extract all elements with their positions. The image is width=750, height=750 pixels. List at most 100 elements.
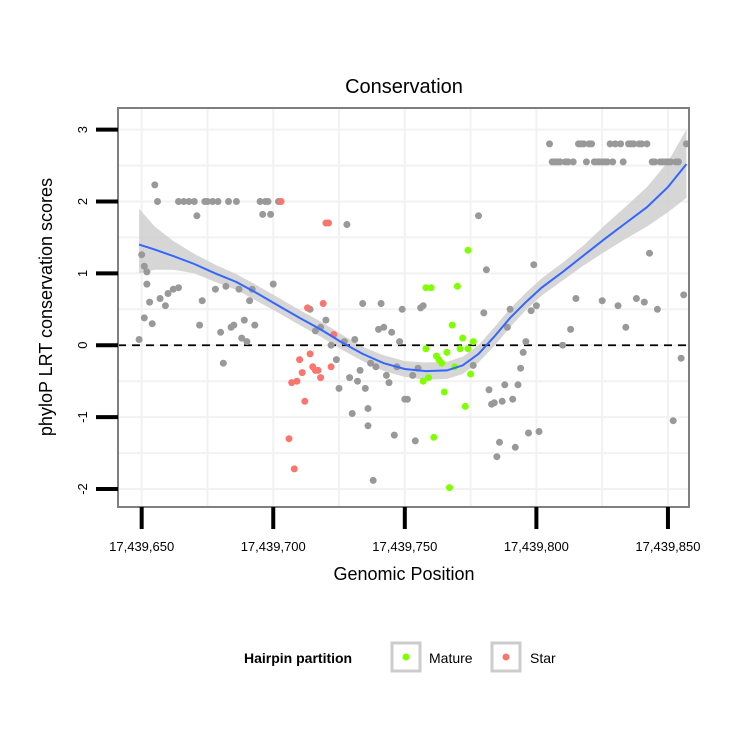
point-other	[164, 290, 172, 297]
point-other	[146, 298, 154, 306]
point-other	[332, 356, 340, 364]
y-tick-label: 3	[75, 126, 90, 133]
series-mature	[419, 246, 477, 492]
point-other	[677, 354, 685, 362]
point-other	[651, 158, 659, 166]
point-other	[240, 316, 248, 324]
point-other	[630, 140, 638, 148]
point-mature	[430, 433, 438, 441]
point-other	[588, 140, 596, 148]
point-other	[469, 361, 477, 369]
chart-title: Conservation	[345, 76, 463, 98]
x-tick-label: 17,439,700	[241, 539, 306, 554]
smooth-layer	[138, 163, 688, 373]
point-other	[364, 405, 372, 412]
point-other	[193, 212, 201, 220]
point-other	[217, 328, 225, 336]
y-axis-title: phyloP LRT conservation scores	[36, 178, 56, 436]
point-other	[511, 443, 519, 451]
point-other	[638, 140, 646, 148]
point-other	[204, 198, 211, 205]
point-other	[419, 302, 427, 310]
point-other	[640, 298, 648, 306]
x-axis: 17,439,650 17,439,700 17,439,750 17,439,800…	[109, 507, 700, 554]
point-star	[301, 397, 309, 405]
point-other	[180, 198, 188, 205]
point-other	[348, 410, 356, 417]
point-other	[143, 268, 151, 276]
point-other	[382, 371, 390, 379]
point-other	[503, 323, 511, 331]
point-other	[238, 334, 246, 342]
point-other	[140, 262, 148, 270]
point-other	[375, 325, 382, 333]
point-other	[385, 379, 393, 387]
x-tick-label: 17,439,800	[504, 539, 569, 554]
point-other	[535, 428, 543, 435]
point-mature	[448, 321, 456, 329]
point-other	[480, 309, 488, 317]
point-star	[298, 369, 306, 377]
point-mature	[446, 484, 453, 492]
point-other	[196, 321, 204, 329]
y-tick-label: 1	[75, 270, 90, 277]
point-other	[527, 307, 535, 315]
point-other	[667, 158, 675, 166]
point-other	[209, 198, 217, 205]
point-other	[609, 158, 617, 166]
point-other	[409, 371, 417, 379]
point-mature	[419, 377, 427, 385]
point-mature	[469, 338, 477, 346]
point-star	[304, 304, 311, 312]
point-other	[680, 291, 688, 299]
point-other	[606, 140, 614, 148]
series-other	[135, 140, 690, 484]
x-tick-label: 17,439,850	[635, 539, 700, 554]
point-other	[259, 210, 267, 218]
y-tick-label: -1	[75, 411, 90, 423]
point-mature	[453, 282, 461, 290]
plot-panel	[117, 107, 690, 508]
point-other	[582, 158, 590, 166]
point-other	[519, 348, 527, 356]
series-star	[277, 198, 338, 473]
point-star	[314, 366, 322, 374]
point-other	[219, 359, 227, 367]
point-other	[377, 300, 385, 307]
point-other	[496, 438, 503, 446]
y-tick-label: 2	[75, 198, 90, 205]
point-other	[509, 395, 517, 403]
point-star	[293, 377, 301, 385]
point-other	[156, 295, 164, 302]
point-other	[614, 302, 622, 310]
point-other	[154, 198, 161, 205]
legend-label-star: Star	[530, 650, 556, 666]
point-mature	[438, 359, 446, 367]
point-other	[580, 140, 588, 148]
point-mature	[456, 345, 464, 353]
point-other	[161, 302, 169, 310]
point-other	[361, 384, 369, 392]
point-mature	[467, 370, 475, 378]
point-other	[364, 422, 372, 430]
x-axis-title: Genomic Position	[333, 564, 474, 584]
point-mature	[422, 284, 430, 292]
point-other	[398, 305, 406, 313]
point-other	[256, 198, 264, 205]
point-other	[143, 280, 151, 288]
point-mature	[427, 284, 435, 292]
point-other	[396, 338, 404, 346]
point-other	[388, 328, 396, 336]
point-other	[380, 323, 388, 331]
point-other	[501, 381, 509, 389]
point-mature	[464, 345, 472, 353]
legend-dot-mature	[402, 653, 410, 661]
point-other	[346, 374, 354, 382]
point-other	[269, 280, 277, 288]
point-star	[319, 300, 327, 307]
x-tick-label: 17,439,750	[372, 539, 437, 554]
point-star	[290, 465, 298, 473]
point-other	[646, 249, 653, 257]
points-layer	[135, 140, 690, 492]
point-other	[190, 198, 198, 205]
